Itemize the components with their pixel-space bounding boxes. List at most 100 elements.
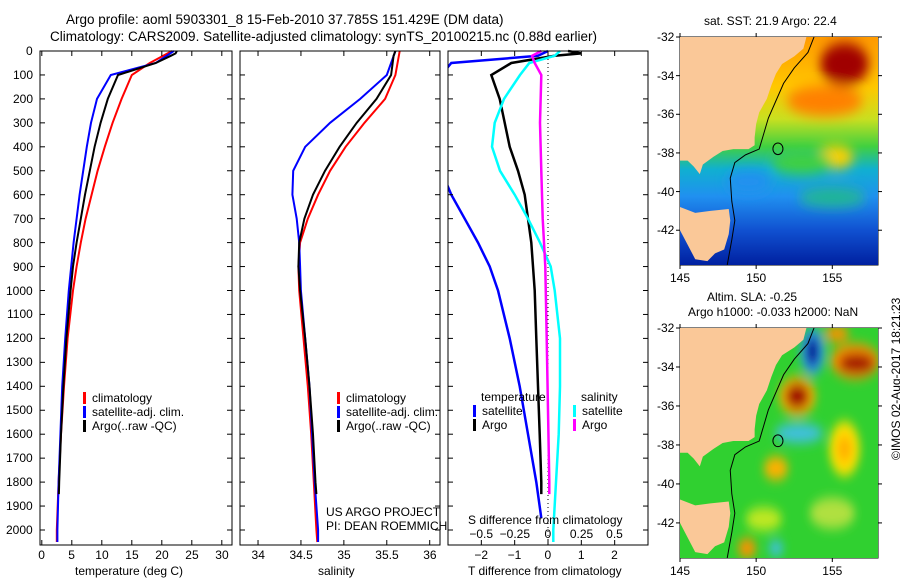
y-tick-label: 1200 [6,331,33,346]
y-tick-label: 0 [26,44,33,58]
salinity-profile [239,50,441,546]
series-t-argo [489,49,582,495]
legend-label: satellite [482,404,523,418]
sla-map-title: Altim. SLA: -0.25 [707,290,798,304]
figure-title-line1: Argo profile: aoml 5903301_8 15-Feb-2010… [66,12,504,27]
lon-tick-label: 145 [670,271,691,285]
x-tick-label: 30 [215,548,229,562]
x-tick-label: 10 [95,548,109,562]
legend-argo: Argo(..raw -QC) [337,419,431,433]
y-tick-label: 500 [13,163,34,178]
y-tick-label: 600 [13,187,34,202]
lat-tick-label: -40 [657,184,675,199]
x-axis-label-temperature: temperature (deg C) [75,564,184,578]
sst-map [680,37,878,265]
lat-tick-label: -34 [657,68,675,83]
lon-tick-label: 150 [746,564,767,578]
y-tick-label: 1300 [6,355,33,370]
figure-title-line2: Climatology: CARS2009. Satellite-adjuste… [50,29,598,44]
legend-t-argo: Argo [473,418,507,432]
argo-float-marker [773,143,783,155]
legend-climatology: climatology [337,391,406,405]
series-satellite-adj-clim- [291,50,397,542]
lat-tick-label: -38 [657,437,675,452]
x2-tick-label: −0.5 [469,527,494,541]
x-tick-label: 35 [337,548,351,562]
sst-map-title: sat. SST: 21.9 Argo: 22.4 [704,14,837,28]
lat-tick-label: -32 [657,321,675,335]
x-tick-label: 34.5 [289,548,313,562]
land-tasmania [680,499,731,555]
lat-tick-label: -36 [657,398,675,413]
x-tick-label: 20 [155,548,169,562]
x-tick-label: −2 [474,548,489,562]
legend-argo: Argo(..raw -QC) [83,419,177,433]
series-climatology [55,50,173,542]
shelf-contour [727,37,814,265]
sst-features [725,42,869,208]
x-tick-label: 25 [185,548,199,562]
legend-satellite: satellite-adj. clim. [83,405,184,419]
legend-label: Argo [482,418,508,432]
series-s-satellite [490,50,562,542]
legend-s-argo: Argo [573,418,607,432]
legend-title-temperature: temperature [481,390,546,404]
legend-label: climatology [346,391,407,405]
y-tick-label: 100 [13,67,34,82]
y-tick-label: 800 [13,235,34,250]
difference-profile [447,49,649,546]
x-axis-label-salinity: salinity [318,564,355,578]
x2-tick-label: 0.25 [569,527,594,541]
temperature-profile [39,50,233,546]
y-tick-label: 1500 [6,403,33,418]
x-tick-label: 15 [125,548,139,562]
series-s-argo [530,49,551,495]
x-tick-label: 36 [423,548,437,562]
legend-label: satellite [582,404,623,418]
lon-tick-label: 155 [822,271,843,285]
legend-label: Argo [582,418,608,432]
legend-satellite: satellite-adj. clim. [337,405,438,419]
legend-climatology: climatology [83,391,152,405]
lon-tick-label: 150 [746,271,767,285]
y-tick-label: 1800 [6,475,33,490]
land-tasmania [680,207,731,262]
y-tick-label: 1100 [7,307,33,322]
legend-label: Argo(..raw -QC) [346,419,431,433]
lat-tick-label: -40 [657,476,675,491]
lat-tick-label: -38 [657,145,675,160]
lat-tick-label: -42 [657,515,675,530]
shelf-contour [727,328,814,558]
x2-tick-label: 0 [544,527,552,541]
lat-tick-label: -42 [657,223,675,238]
x-tick-label: 2 [611,548,618,562]
x-tick-label: 5 [68,548,75,562]
y-tick-label: 2000 [6,523,33,537]
x-tick-label: 34 [251,548,265,562]
sla-map [680,328,878,558]
y-tick-label: 700 [13,211,34,226]
series-t-satellite [448,49,549,519]
argo-float-marker [773,435,783,447]
legend-label: Argo(..raw -QC) [92,419,177,433]
x2-tick-label: −0.25 [499,527,531,541]
legend-label: satellite-adj. clim. [92,405,185,419]
x-tick-label: 0 [38,548,45,562]
series-argo [297,50,397,495]
y-tick-label: 200 [13,91,34,106]
y-tick-label: 900 [13,259,34,274]
lat-tick-label: -32 [657,30,675,44]
legend-s-satellite: satellite [573,404,623,418]
legend-t-satellite: satellite [473,404,523,418]
y-tick-label: 1400 [6,379,33,394]
series-argo [57,50,178,495]
land-mainland [680,328,807,467]
legend-label: climatology [92,391,153,405]
legend-label: satellite-adj. clim. [346,405,439,419]
y-tick-label: 400 [13,139,34,154]
x-tick-label: 0 [544,548,552,562]
series-satellite-adj-clim- [56,50,175,542]
plot-frame [39,50,233,546]
y-tick-label: 1900 [6,499,33,514]
